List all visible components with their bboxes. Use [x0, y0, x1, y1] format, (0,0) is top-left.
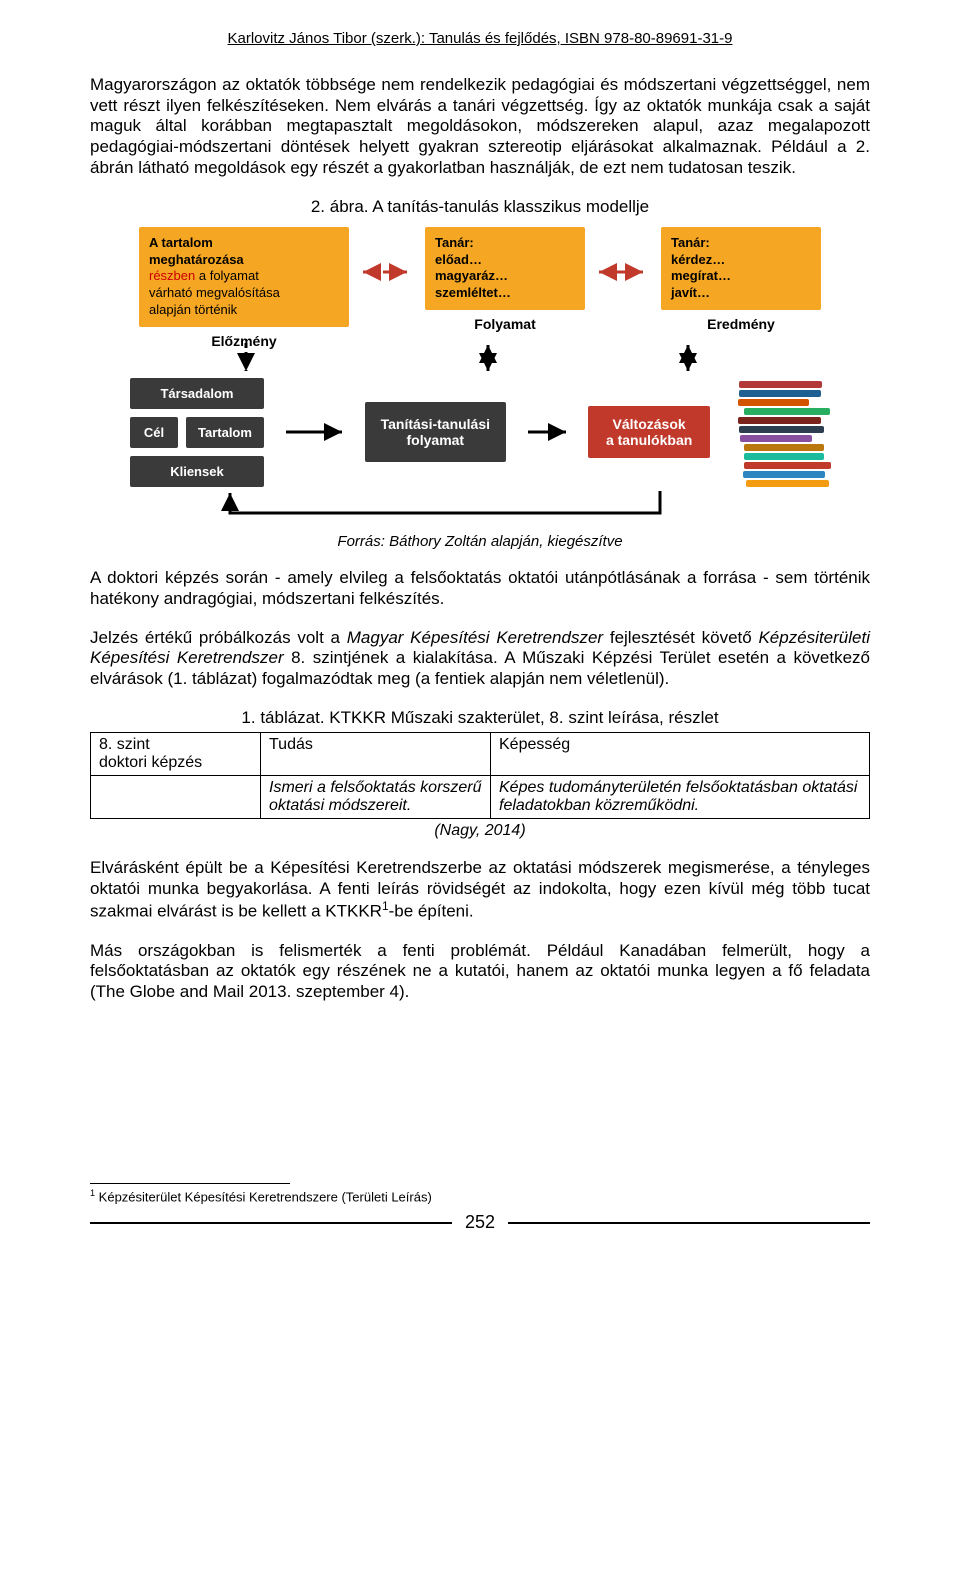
- left-input-stack: Társadalom Cél Tartalom Kliensek: [130, 378, 264, 487]
- p3b: fejlesztését követő: [603, 628, 758, 647]
- page-number: 252: [452, 1212, 508, 1233]
- stage-label-2: Folyamat: [474, 316, 535, 332]
- box-kliensek: Kliensek: [130, 456, 264, 487]
- table-cell: Képes tudományterületén felsőoktatásban …: [491, 775, 870, 818]
- b1l3r: részben: [149, 268, 195, 283]
- b3t: Tanár:: [671, 235, 710, 250]
- stage-label-3: Eredmény: [707, 316, 775, 332]
- table-cell: 8. szint doktori képzés: [91, 732, 261, 775]
- b3i: kérdez… megírat… javít…: [671, 252, 731, 301]
- b1l1: A tartalom: [149, 235, 213, 250]
- diagram-box-process: Tanár: előad… magyaráz… szemléltet…: [425, 227, 585, 311]
- stage-label-1: Előzmény: [211, 333, 276, 349]
- box-changes: Változások a tanulókban: [588, 406, 710, 458]
- arrow-right-icon: [282, 420, 347, 444]
- footnote-separator: [90, 1183, 290, 1184]
- p4b: -be építeni.: [389, 902, 474, 921]
- arrow-right-icon: [524, 420, 570, 444]
- diagram-box-content: A tartalom meghatározása részben a folya…: [139, 227, 349, 327]
- box-cel: Cél: [130, 417, 178, 448]
- b2i: előad… magyaráz… szemléltet…: [435, 252, 511, 301]
- box-tarsadalom: Társadalom: [130, 378, 264, 409]
- books-illustration: [728, 377, 830, 487]
- footnote: 1 Képzésiterület Képesítési Keretrendsze…: [90, 1188, 870, 1204]
- figure-caption: 2. ábra. A tanítás-tanulás klasszikus mo…: [90, 197, 870, 217]
- paragraph-2: A doktori képzés során - amely elvileg a…: [90, 568, 870, 609]
- box-process: Tanítási-tanulási folyamat: [365, 402, 506, 462]
- b1l2: meghatározása: [149, 252, 244, 267]
- diagram-box-result: Tanár: kérdez… megírat… javít…: [661, 227, 821, 311]
- footnote-text: Képzésiterület Képesítési Keretrendszere…: [95, 1189, 432, 1204]
- table-cell: Képesség: [491, 732, 870, 775]
- figure-source: Forrás: Báthory Zoltán alapján, kiegészí…: [90, 533, 870, 550]
- paragraph-1: Magyarországon az oktatók többsége nem r…: [90, 75, 870, 179]
- b1l4: várható megvalósítása: [149, 285, 280, 300]
- paragraph-3: Jelzés értékű próbálkozás volt a Magyar …: [90, 628, 870, 690]
- p3a: Jelzés értékű próbálkozás volt a: [90, 628, 347, 647]
- table-source: (Nagy, 2014): [90, 822, 870, 840]
- footnote-ref: 1: [382, 899, 389, 913]
- b1l3: a folyamat: [195, 268, 259, 283]
- p3e1: Magyar Képesítési Keretrendszer: [347, 628, 603, 647]
- box-tartalom: Tartalom: [186, 417, 264, 448]
- r1c1a: 8. szint: [99, 736, 150, 753]
- b1l5: alapján történik: [149, 302, 237, 317]
- b2t: Tanár:: [435, 235, 474, 250]
- r1c1b: doktori képzés: [99, 754, 202, 771]
- table-cell: [91, 775, 261, 818]
- p4a: Elvárásként épült be a Képesítési Keretr…: [90, 858, 870, 921]
- table-cell: Tudás: [261, 732, 491, 775]
- requirements-table: 8. szint doktori képzés Tudás Képesség I…: [90, 732, 870, 819]
- paragraph-5: Más országokban is felismerték a fenti p…: [90, 941, 870, 1003]
- table-cell: Ismeri a felsőoktatás korszerű oktatási …: [261, 775, 491, 818]
- paragraph-4: Elvárásként épült be a Képesítési Keretr…: [90, 858, 870, 923]
- table-caption: 1. táblázat. KTKKR Műszaki szakterület, …: [90, 708, 870, 728]
- page-header: Karlovitz János Tibor (szerk.): Tanulás …: [90, 30, 870, 47]
- teaching-model-diagram: A tartalom meghatározása részben a folya…: [130, 227, 830, 523]
